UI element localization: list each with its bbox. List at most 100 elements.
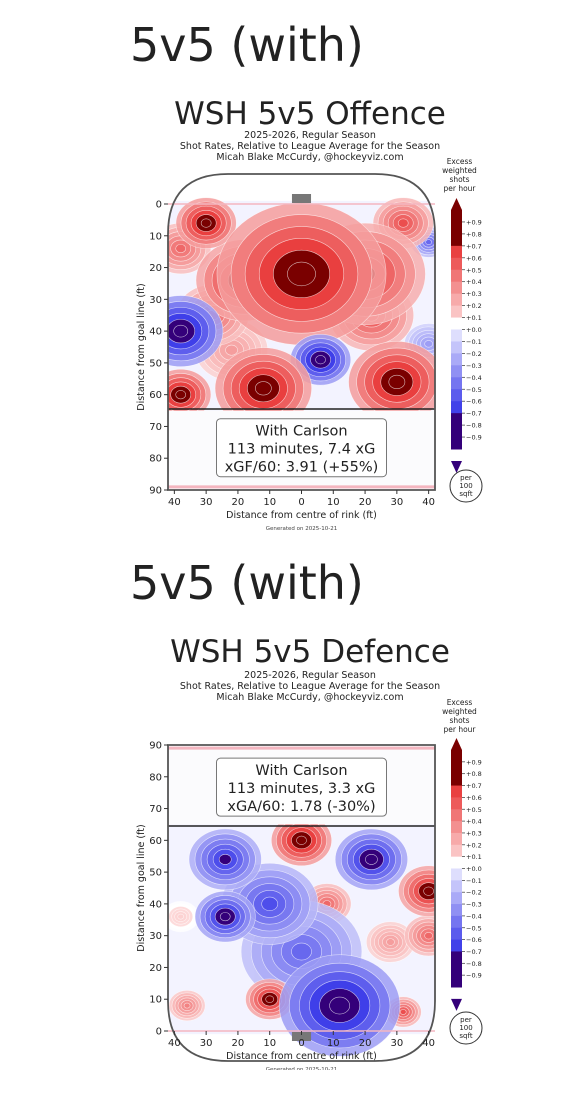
annotation-line: 113 minutes, 7.4 xG xyxy=(228,442,376,458)
colorbar-swatch xyxy=(451,245,462,259)
y-tick-label: 0 xyxy=(156,1027,162,1038)
colorbar-tick-label: −0.8 xyxy=(466,960,482,968)
colorbar-swatch xyxy=(451,963,462,976)
colorbar-tick-label: +0.5 xyxy=(466,806,482,814)
x-tick-label: 20 xyxy=(359,1038,372,1049)
colorbar-swatch xyxy=(451,773,462,787)
annotation-line: xGA/60: 1.78 (-30%) xyxy=(227,799,375,815)
colorbar-swatch xyxy=(451,880,462,893)
annotation-box xyxy=(216,757,387,817)
heatmap-hotspot xyxy=(398,865,435,917)
section-heading-defence: 5v5 (with) xyxy=(130,556,364,610)
y-tick-label: 30 xyxy=(149,931,162,942)
colorbar-title-line: Excess xyxy=(447,157,473,166)
colorbar-swatch xyxy=(451,750,462,763)
colorbar-bottom-arrow xyxy=(451,998,462,1011)
x-tick-label: 30 xyxy=(200,497,213,508)
colorbar-top-arrow xyxy=(451,738,462,750)
offence-chart-panel: WSH 5v5 Offence 2025-2026, Regular Seaso… xyxy=(120,92,500,532)
colorbar-swatch xyxy=(451,927,462,941)
x-tick-label: 40 xyxy=(422,497,435,508)
defence-chart-panel: WSH 5v5 Defence 2025-2026, Regular Seaso… xyxy=(120,630,500,1070)
colorbar-tick-label: +0.8 xyxy=(466,770,482,778)
colorbar-swatch xyxy=(451,785,462,798)
colorbar-tick-label: −0.2 xyxy=(466,889,482,897)
colorbar-swatch xyxy=(451,257,462,271)
x-tick-label: 30 xyxy=(390,497,403,508)
x-tick-label: 40 xyxy=(168,497,181,508)
y-tick-label: 60 xyxy=(149,390,162,401)
y-tick-label: 30 xyxy=(149,295,162,306)
colorbar-tick-label: −0.6 xyxy=(466,398,482,406)
colorbar-swatch xyxy=(451,425,462,438)
colorbar-tick-label: −0.9 xyxy=(466,972,482,980)
chart-title: WSH 5v5 Defence xyxy=(170,634,450,670)
heatmap-hotspot xyxy=(168,990,206,1022)
colorbar-swatch xyxy=(451,975,462,988)
colorbar-top-arrow xyxy=(451,198,462,210)
x-tick-label: 40 xyxy=(422,1038,435,1049)
x-tick-label: 40 xyxy=(168,1038,181,1049)
colorbar-swatch xyxy=(451,821,462,834)
colorbar-swatch xyxy=(451,844,462,858)
colorbar-swatch xyxy=(451,293,462,307)
generated-date: Generated on 2025-10-21 xyxy=(266,526,338,532)
y-tick-label: 50 xyxy=(149,358,162,369)
unit-badge-line: 100 xyxy=(459,1024,472,1032)
y-tick-label: 80 xyxy=(149,454,162,465)
unit-badge-line: per xyxy=(460,474,472,482)
heatmap-hotspot xyxy=(168,295,224,368)
heatmap-hotspot xyxy=(216,202,387,346)
y-tick-label: 20 xyxy=(149,963,162,974)
colorbar-swatch xyxy=(451,401,462,414)
colorbar-tick-label: +0.7 xyxy=(466,782,482,790)
colorbar-tick-label: +0.9 xyxy=(466,218,482,226)
y-tick-label: 10 xyxy=(149,231,162,242)
colorbar-tick-label: +0.4 xyxy=(466,278,482,286)
x-tick-label: 0 xyxy=(298,497,304,508)
colorbar-swatch xyxy=(451,761,462,775)
colorbar-swatch xyxy=(451,809,462,822)
rink-boards xyxy=(167,744,436,1062)
colorbar-swatch xyxy=(451,269,462,283)
colorbar-swatch xyxy=(451,317,462,330)
heatmap-hotspot xyxy=(366,921,415,963)
colorbar-tick-label: −0.5 xyxy=(466,386,482,394)
colorbar-title-line: shots xyxy=(449,175,469,184)
colorbar-tick-label: −0.7 xyxy=(466,410,482,418)
colorbar-tick-label: −0.1 xyxy=(466,338,482,346)
annotation-line: With Carlson xyxy=(255,424,347,440)
colorbar-tick-label: +0.7 xyxy=(466,242,482,250)
colorbar-tick-label: +0.2 xyxy=(466,302,482,310)
colorbar-tick-label: +0.4 xyxy=(466,818,482,826)
y-tick-label: 80 xyxy=(149,772,162,783)
y-tick-label: 90 xyxy=(149,741,162,752)
y-tick-label: 60 xyxy=(149,836,162,847)
colorbar-tick-label: −0.8 xyxy=(466,422,482,430)
colorbar-swatch xyxy=(451,939,462,952)
colorbar-tick-label: −0.1 xyxy=(466,877,482,885)
colorbar-swatch xyxy=(451,437,462,450)
colorbar-swatch xyxy=(451,797,462,810)
heatmap-hotspot xyxy=(188,828,262,891)
x-tick-label: 20 xyxy=(232,1038,245,1049)
colorbar-swatch xyxy=(451,377,462,390)
unit-badge xyxy=(449,1011,483,1045)
y-tick-label: 20 xyxy=(149,263,162,274)
x-tick-label: 0 xyxy=(298,1038,304,1049)
annotation-line: xGF/60: 3.91 (+55%) xyxy=(225,460,379,476)
colorbar-tick-label: +0.0 xyxy=(466,865,482,873)
colorbar-title-line: per hour xyxy=(443,184,476,193)
x-tick-label: 20 xyxy=(359,497,372,508)
y-tick-label: 40 xyxy=(149,327,162,338)
colorbar-title-line: weighted xyxy=(442,707,477,716)
x-tick-label: 10 xyxy=(327,1038,340,1049)
colorbar-swatch xyxy=(451,868,462,881)
colorbar-swatch xyxy=(451,413,462,426)
colorbar-swatch xyxy=(451,915,462,929)
colorbar-swatch xyxy=(451,353,462,366)
annotation-line: With Carlson xyxy=(255,763,347,779)
y-axis-label: Distance from goal line (ft) xyxy=(136,283,147,411)
heatmap-hotspot xyxy=(404,915,435,957)
heatmap-hotspot xyxy=(168,901,200,933)
